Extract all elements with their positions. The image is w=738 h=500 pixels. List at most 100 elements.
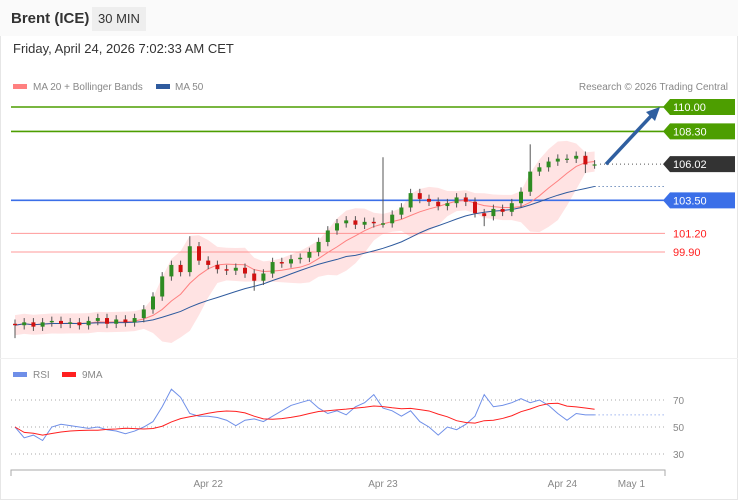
candle-body xyxy=(381,223,385,225)
timeframe-button[interactable]: 30 MIN xyxy=(92,7,146,31)
candle-body xyxy=(555,158,560,162)
last-label: 106.02 xyxy=(673,159,707,171)
candle-body xyxy=(270,262,275,274)
candle xyxy=(307,247,312,263)
candle xyxy=(519,187,523,208)
legend-swatch-ma50 xyxy=(156,84,170,89)
ma20-line xyxy=(14,161,595,326)
candle xyxy=(445,198,450,211)
pivot-tag xyxy=(663,192,735,209)
candle-body xyxy=(187,246,192,273)
candle-body xyxy=(583,155,588,165)
rsi-9ma-line xyxy=(14,402,595,436)
candle xyxy=(592,160,597,169)
pivot-label: 103.50 xyxy=(673,195,707,207)
candle-body xyxy=(353,220,358,225)
x-tick-label: Apr 22 xyxy=(193,479,223,490)
candle xyxy=(132,313,137,327)
candle-body xyxy=(537,167,542,172)
support-label: 99.90 xyxy=(673,247,701,259)
candle xyxy=(151,292,155,314)
candle-body xyxy=(215,264,220,270)
candle xyxy=(473,197,477,218)
candle xyxy=(546,157,551,172)
credit-text: Research © 2026 Trading Central xyxy=(579,82,728,93)
candle-body xyxy=(68,322,73,324)
candle xyxy=(399,203,404,219)
candle xyxy=(114,315,119,329)
candle xyxy=(169,260,174,281)
candle xyxy=(574,151,579,163)
candle-body xyxy=(206,260,211,265)
legend-ma20: MA 20 + Bollinger Bands xyxy=(33,82,143,93)
last-tag xyxy=(663,156,735,173)
legend-rsi: RSI xyxy=(33,370,50,381)
candle-body xyxy=(141,309,146,319)
resistance-tag xyxy=(663,123,735,140)
instrument-title: Brent (ICE) xyxy=(11,10,90,27)
candle xyxy=(335,218,339,235)
candle xyxy=(49,316,54,327)
candle-body xyxy=(491,208,496,217)
candle xyxy=(289,254,293,268)
candle-body xyxy=(13,323,17,326)
candle-body xyxy=(233,267,238,271)
candle-body xyxy=(335,223,339,231)
legend-swatch-ma20 xyxy=(13,84,27,89)
candle xyxy=(252,269,257,291)
candle xyxy=(123,315,128,327)
resistance-label: 108.30 xyxy=(673,126,707,138)
candle xyxy=(13,319,17,339)
candle xyxy=(537,162,542,176)
x-axis-line xyxy=(10,469,666,476)
legend-ma50: MA 50 xyxy=(175,82,204,93)
candle-body xyxy=(528,171,533,192)
candle xyxy=(243,263,247,278)
rsi-tick-label: 50 xyxy=(673,423,685,434)
support-label: 101.20 xyxy=(673,228,707,240)
rsi-legend: RSI 9MA xyxy=(13,370,103,381)
candle xyxy=(371,217,376,228)
candle-body xyxy=(105,318,109,324)
candle xyxy=(261,269,266,286)
candle xyxy=(178,260,183,277)
candle-body xyxy=(132,318,137,323)
candle xyxy=(95,313,100,326)
candle xyxy=(206,256,211,270)
candle-body xyxy=(40,322,45,327)
candle-body xyxy=(473,201,477,214)
candle xyxy=(160,272,165,301)
forecast-arrow xyxy=(604,113,654,166)
candle xyxy=(77,318,82,330)
candle xyxy=(224,264,229,275)
candle xyxy=(40,318,45,331)
candle-body xyxy=(592,164,597,166)
candle xyxy=(141,305,146,323)
candle-body xyxy=(289,259,293,264)
candle-body xyxy=(197,246,201,261)
rsi-tick-label: 70 xyxy=(673,396,685,407)
candle-body xyxy=(59,320,63,324)
candle-body xyxy=(454,197,459,204)
candle-body xyxy=(482,213,487,217)
candle-body xyxy=(178,264,183,273)
candle-body xyxy=(279,262,284,264)
candle-body xyxy=(408,193,413,208)
candle xyxy=(298,253,303,264)
candle-body xyxy=(169,264,174,277)
candle-body xyxy=(500,208,505,212)
candle xyxy=(583,151,588,174)
candle-body xyxy=(252,273,257,281)
candle xyxy=(500,204,505,217)
candle-body xyxy=(427,198,431,202)
candle xyxy=(105,313,109,329)
candle xyxy=(509,198,514,217)
x-tick-label: May 1 xyxy=(618,479,646,490)
candle-body xyxy=(22,322,27,326)
candle-body xyxy=(574,155,579,159)
x-tick-label: Apr 23 xyxy=(368,479,398,490)
candle xyxy=(279,257,284,268)
rsi-tick-label: 30 xyxy=(673,450,685,461)
candle xyxy=(381,157,385,228)
